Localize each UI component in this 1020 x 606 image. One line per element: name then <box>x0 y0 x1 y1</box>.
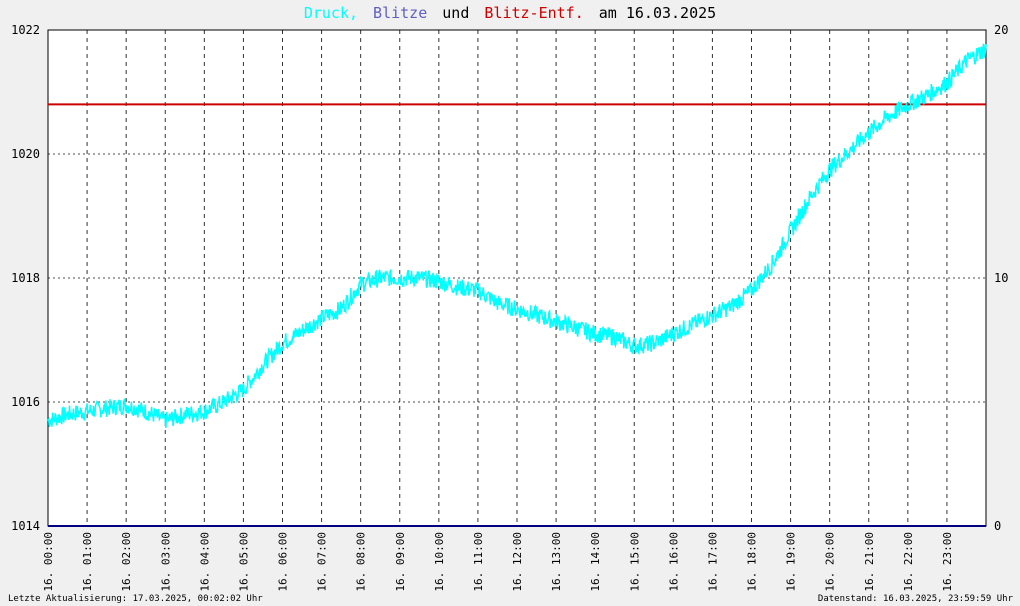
x-tick-label: 16. 02:00 <box>120 532 133 592</box>
y-right-tick-label: 20 <box>994 23 1008 37</box>
x-tick-label: 16. 10:00 <box>433 532 446 592</box>
x-tick-label: 16. 23:00 <box>941 532 954 592</box>
x-tick-label: 16. 11:00 <box>472 532 485 592</box>
chart-title: Druck, Blitze und Blitz-Entf. am 16.03.2… <box>304 4 716 22</box>
series-group <box>47 43 987 527</box>
y-right-tick-label: 0 <box>994 519 1001 533</box>
y-left-tick-label: 1018 <box>11 271 40 285</box>
grid <box>48 30 986 526</box>
x-axis: 16. 00:00 16. 01:00 16. 02:00 16. 03:00 16. … <box>42 532 954 592</box>
title-date: am 16.03.2025 <box>599 4 716 22</box>
x-tick-label: 16. 03:00 <box>159 532 172 592</box>
y-left-tick-label: 1020 <box>11 147 40 161</box>
x-tick-label: 16. 19:00 <box>785 532 798 592</box>
x-tick-label: 16. 22:00 <box>902 532 915 592</box>
y-right-tick-label: 10 <box>994 271 1008 285</box>
y-left-tick-label: 1016 <box>11 395 40 409</box>
x-tick-label: 16. 06:00 <box>277 532 290 592</box>
x-tick-label: 16. 07:00 <box>316 532 329 592</box>
x-tick-label: 16. 14:00 <box>589 532 602 592</box>
title-blitze: Blitze <box>373 4 427 22</box>
y-left-tick-label: 1014 <box>11 519 40 533</box>
series-druck <box>47 43 987 428</box>
footer-last-update: Letzte Aktualisierung: 17.03.2025, 00:02… <box>8 594 263 604</box>
y-axis-left: 1014 1016 1018 1020 1022 <box>11 23 40 533</box>
x-tick-label: 16. 16:00 <box>667 532 680 592</box>
x-tick-label: 16. 01:00 <box>81 532 94 592</box>
x-tick-label: 16. 17:00 <box>706 532 719 592</box>
title-und: und <box>442 4 469 22</box>
x-tick-label: 16. 21:00 <box>863 532 876 592</box>
x-tick-label: 16. 20:00 <box>824 532 837 592</box>
y-axis-right: 0 10 20 <box>994 23 1008 533</box>
footer-data-status: Datenstand: 16.03.2025, 23:59:59 Uhr <box>818 594 1014 604</box>
x-tick-label: 16. 12:00 <box>511 532 524 592</box>
x-tick-label: 16. 08:00 <box>355 532 368 592</box>
x-tick-label: 16. 18:00 <box>746 532 759 592</box>
y-left-tick-label: 1022 <box>11 23 40 37</box>
title-entf: Blitz-Entf. <box>484 4 583 22</box>
title-druck: Druck, <box>304 4 358 22</box>
x-tick-label: 16. 15:00 <box>628 532 641 592</box>
x-tick-label: 16. 04:00 <box>198 532 211 592</box>
x-tick-label: 16. 00:00 <box>42 532 55 592</box>
x-tick-label: 16. 13:00 <box>550 532 563 592</box>
x-tick-label: 16. 05:00 <box>237 532 250 592</box>
x-tick-label: 16. 09:00 <box>394 532 407 592</box>
